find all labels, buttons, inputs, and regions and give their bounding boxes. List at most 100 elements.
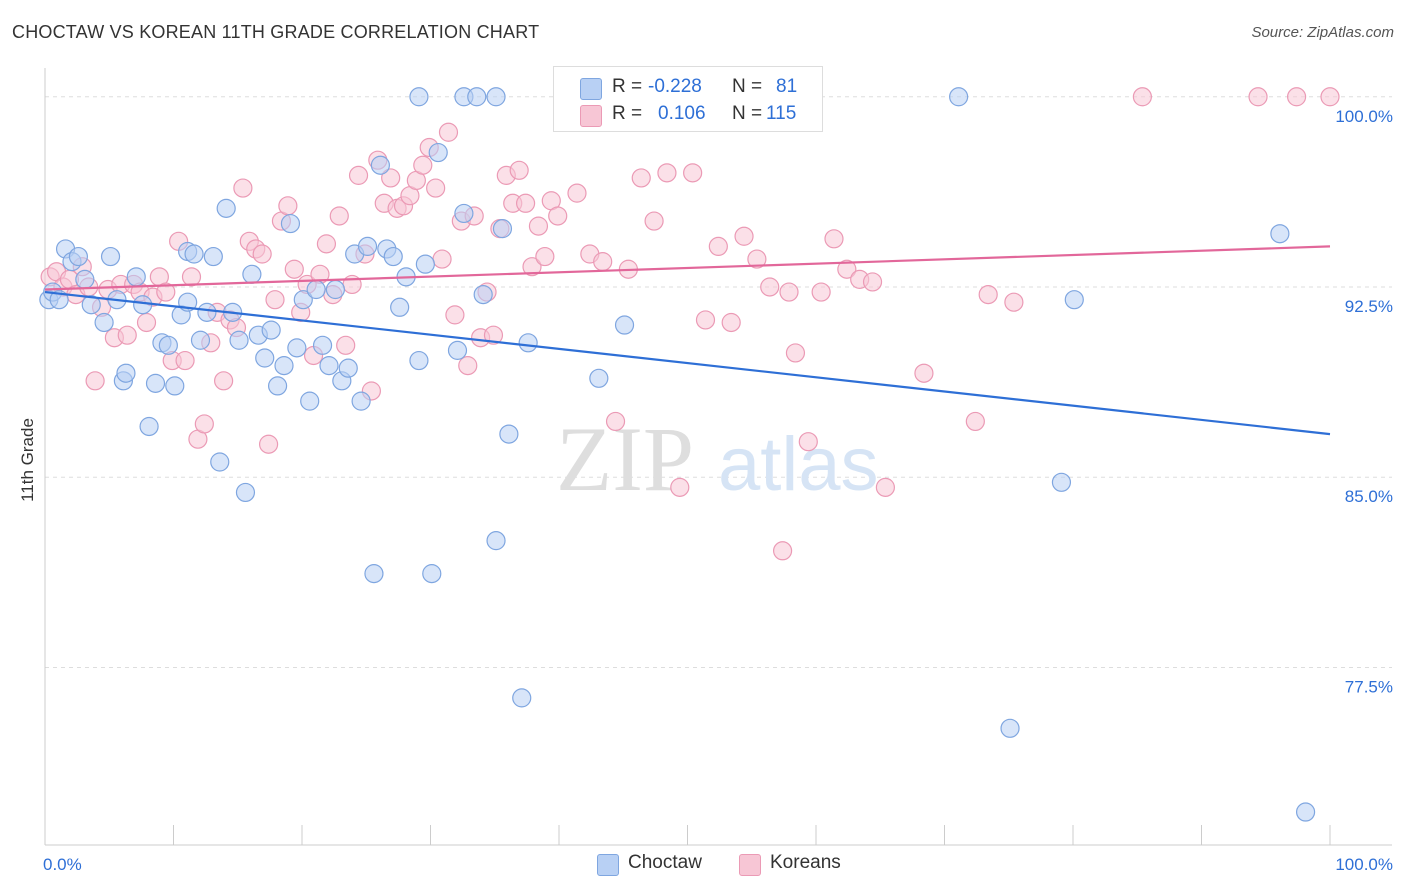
koreans-point xyxy=(194,414,214,434)
chart-title: CHOCTAW VS KOREAN 11TH GRADE CORRELATION… xyxy=(12,22,540,42)
choctaw-point xyxy=(94,312,114,333)
choctaw-point xyxy=(454,203,474,224)
choctaw-point xyxy=(165,376,185,396)
choctaw-point xyxy=(216,198,236,218)
koreans-point xyxy=(458,356,478,376)
koreans-point xyxy=(811,282,831,302)
koreans-point xyxy=(535,246,555,267)
choctaw-point xyxy=(319,356,339,376)
grid-lines xyxy=(45,96,1392,668)
choctaw-point xyxy=(306,279,326,300)
choctaw-point xyxy=(512,688,532,708)
choctaw-point xyxy=(1051,472,1072,492)
koreans-point xyxy=(657,163,677,183)
koreans-point xyxy=(413,155,433,175)
choctaw-point xyxy=(312,335,333,355)
choctaw-point xyxy=(293,290,313,310)
choctaw-point xyxy=(614,315,635,335)
legend-swatch-koreans xyxy=(580,105,602,127)
choctaw-point xyxy=(409,350,429,371)
choctaw-point xyxy=(409,87,429,107)
axes xyxy=(44,68,1392,846)
choctaw-point xyxy=(197,302,217,322)
koreans-point xyxy=(567,183,587,203)
koreans-point xyxy=(837,259,857,279)
x-tick-label: 0.0% xyxy=(43,855,82,874)
legend-r-label: R = xyxy=(612,103,643,124)
watermark: ZIP atlas xyxy=(556,408,879,510)
koreans-point xyxy=(605,411,626,432)
trend-lines xyxy=(44,245,1331,436)
choctaw-point xyxy=(447,340,468,360)
koreans-point xyxy=(779,282,799,302)
koreans-point xyxy=(670,477,690,497)
choctaw-point xyxy=(492,219,513,239)
koreans-point xyxy=(978,284,998,305)
choctaw-point xyxy=(486,87,506,107)
choctaw-point xyxy=(949,87,969,107)
choctaw-point xyxy=(351,391,371,411)
choctaw-point xyxy=(325,279,346,300)
choctaw-point xyxy=(390,297,410,317)
choctaw-point xyxy=(1270,224,1290,244)
koreans-point xyxy=(175,350,195,371)
choctaw-point xyxy=(81,295,101,315)
koreans-point xyxy=(258,434,279,454)
choctaw-point xyxy=(1000,718,1020,738)
choctaw-point xyxy=(255,348,275,368)
koreans-point xyxy=(914,363,934,383)
choctaw-point xyxy=(267,376,288,396)
watermark-atlas: atlas xyxy=(718,422,879,507)
koreans-point xyxy=(278,196,298,216)
koreans-trend-line xyxy=(44,245,1331,291)
koreans-point xyxy=(760,277,780,297)
koreans-point xyxy=(233,178,253,198)
koreans-point xyxy=(695,310,716,330)
choctaw-point xyxy=(116,363,136,383)
legend-n-label: N = xyxy=(732,103,763,124)
legend-row-koreans: R = 0.106 N = 115 xyxy=(554,100,822,130)
koreans-point xyxy=(381,168,401,188)
choctaw-point xyxy=(261,320,281,340)
koreans-point xyxy=(747,249,767,269)
y-tick-label: 77.5% xyxy=(1345,677,1393,696)
koreans-point xyxy=(329,206,349,226)
correlation-legend: R = -0.228 N = 81 R = 0.106 N = 115 xyxy=(553,66,823,132)
koreans-point xyxy=(336,335,356,355)
koreans-point xyxy=(252,244,272,264)
koreans-point xyxy=(117,325,137,345)
choctaw-point xyxy=(357,236,378,257)
choctaw-point xyxy=(145,373,166,393)
legend-r-label: R = xyxy=(612,76,643,97)
koreans-point xyxy=(875,477,895,497)
koreans-point xyxy=(522,257,542,277)
y-tick-label: 100.0% xyxy=(1335,107,1393,126)
bottom-legend-label-koreans: Koreans xyxy=(770,852,841,873)
koreans-point xyxy=(721,312,741,333)
koreans-point xyxy=(1132,87,1152,107)
koreans-point xyxy=(214,371,234,391)
legend-swatch-choctaw xyxy=(580,78,602,100)
choctaw-point xyxy=(415,254,435,274)
koreans-point xyxy=(631,168,651,188)
koreans-point xyxy=(136,312,157,333)
series-choctaw xyxy=(39,87,1316,822)
watermark-zip: ZIP xyxy=(556,408,694,510)
koreans-point xyxy=(1248,87,1268,107)
choctaw-point xyxy=(133,295,153,315)
koreans-point xyxy=(316,234,337,254)
koreans-point xyxy=(483,325,504,345)
choctaw-point xyxy=(210,452,230,472)
choctaw-point xyxy=(75,269,95,289)
koreans-point xyxy=(683,163,703,183)
koreans-point xyxy=(785,343,806,363)
legend-r-value: -0.228 xyxy=(648,76,702,97)
choctaw-trend-line xyxy=(44,290,1331,436)
y-axis-label: 11th Grade xyxy=(18,418,37,502)
legend-r-value: 0.106 xyxy=(658,103,706,124)
legend-row-choctaw: R = -0.228 N = 81 xyxy=(554,73,822,103)
legend-n-label: N = xyxy=(732,76,763,97)
choctaw-point xyxy=(100,246,121,267)
choctaw-point xyxy=(190,330,211,350)
